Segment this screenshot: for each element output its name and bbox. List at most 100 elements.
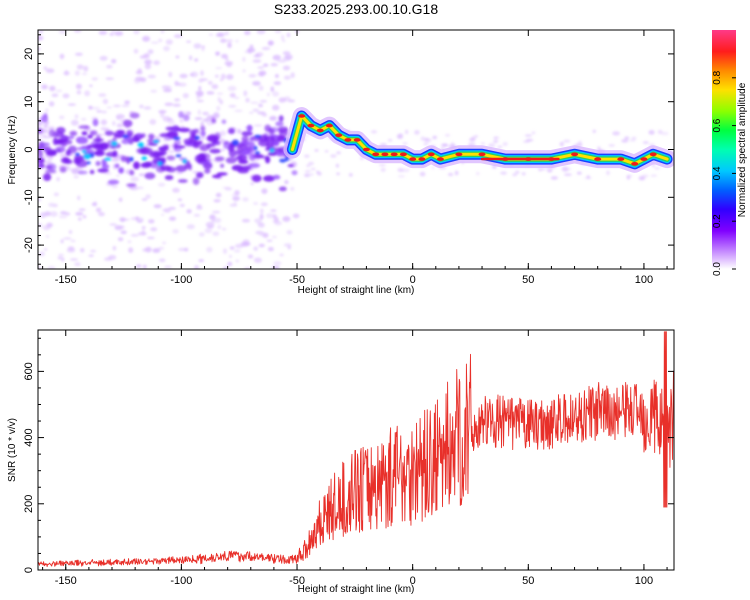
noise-blob bbox=[58, 215, 68, 219]
noise-blob bbox=[221, 148, 225, 152]
noise-blob bbox=[242, 239, 250, 245]
noise-blob bbox=[284, 180, 289, 185]
noise-blob bbox=[221, 53, 228, 59]
noise-blob bbox=[247, 254, 254, 259]
noise-blob bbox=[158, 38, 163, 43]
noise-blob bbox=[196, 99, 204, 103]
noise-blob bbox=[227, 85, 237, 92]
spectrogram-xlabel: Height of straight line (km) bbox=[298, 285, 415, 296]
noise-blob bbox=[608, 144, 615, 147]
colorbar-tick-label: 0.4 bbox=[712, 166, 723, 180]
noise-blob bbox=[248, 74, 257, 78]
band-blob bbox=[209, 148, 221, 154]
noise-blob bbox=[134, 186, 144, 190]
x-tick-label: -100 bbox=[170, 274, 192, 286]
noise-blob bbox=[177, 198, 183, 202]
noise-blob bbox=[273, 81, 282, 86]
ridge-peak bbox=[478, 152, 486, 157]
noise-blob bbox=[250, 182, 254, 186]
noise-blob bbox=[244, 50, 250, 54]
ridge-peak bbox=[381, 152, 389, 157]
noise-blob bbox=[657, 129, 663, 135]
band-hotspot bbox=[111, 141, 118, 147]
noise-blob bbox=[480, 142, 485, 145]
y-tick-label: 0 bbox=[23, 146, 35, 152]
band-blob bbox=[81, 145, 89, 149]
noise-blob bbox=[91, 106, 101, 110]
band-blob bbox=[65, 139, 73, 145]
noise-blob bbox=[272, 91, 280, 97]
noise-blob bbox=[275, 74, 279, 78]
noise-blob bbox=[130, 217, 139, 221]
band-blob bbox=[199, 144, 210, 152]
band-blob bbox=[196, 172, 204, 179]
noise-blob bbox=[58, 30, 67, 35]
noise-blob bbox=[525, 138, 534, 142]
band-blob bbox=[158, 146, 169, 151]
noise-blob bbox=[470, 136, 477, 141]
noise-blob bbox=[497, 145, 503, 148]
band-hotspot bbox=[83, 153, 91, 160]
band-blob bbox=[211, 118, 217, 124]
noise-blob bbox=[147, 74, 156, 79]
noise-blob bbox=[91, 77, 99, 81]
band-hotspot bbox=[141, 156, 148, 161]
noise-blob bbox=[142, 35, 151, 42]
noise-blob bbox=[216, 92, 224, 95]
band-blob bbox=[184, 138, 193, 145]
x-tick-label: -50 bbox=[289, 274, 305, 286]
noise-blob bbox=[259, 208, 264, 214]
band-blob bbox=[291, 170, 298, 176]
noise-blob bbox=[561, 166, 569, 172]
noise-blob bbox=[402, 168, 410, 173]
noise-blob bbox=[46, 222, 53, 228]
noise-blob bbox=[255, 53, 259, 57]
band-blob bbox=[212, 174, 221, 179]
noise-blob bbox=[215, 192, 222, 198]
noise-blob bbox=[57, 256, 63, 260]
noise-blob bbox=[220, 73, 226, 80]
noise-blob bbox=[232, 196, 240, 202]
noise-blob bbox=[222, 227, 227, 231]
noise-blob bbox=[336, 172, 340, 176]
noise-blob bbox=[288, 99, 295, 103]
band-blob bbox=[249, 141, 255, 148]
band-blob bbox=[56, 138, 66, 144]
band-hotspot bbox=[254, 151, 261, 155]
band-blob bbox=[173, 139, 181, 147]
noise-blob bbox=[193, 213, 201, 217]
band-blob bbox=[81, 131, 88, 136]
spectrogram-ylabel: Frequency (Hz) bbox=[7, 116, 18, 185]
noise-blob bbox=[200, 70, 204, 76]
band-blob bbox=[41, 142, 50, 146]
noise-blob bbox=[182, 93, 189, 99]
noise-blob bbox=[252, 59, 262, 63]
noise-blob bbox=[266, 239, 273, 242]
noise-blob bbox=[172, 229, 179, 234]
noise-blob bbox=[160, 30, 165, 34]
noise-blob bbox=[568, 167, 572, 171]
band-blob bbox=[95, 161, 101, 166]
noise-blob bbox=[235, 259, 240, 263]
noise-blob bbox=[69, 258, 79, 261]
noise-blob bbox=[141, 226, 146, 230]
noise-blob bbox=[260, 72, 265, 77]
band-blob bbox=[45, 150, 57, 157]
noise-blob bbox=[119, 197, 123, 203]
noise-blob bbox=[153, 60, 161, 65]
noise-blob bbox=[111, 30, 115, 33]
noise-blob bbox=[213, 199, 221, 203]
noise-blob bbox=[120, 230, 127, 235]
noise-blob bbox=[626, 175, 631, 180]
noise-blob bbox=[278, 97, 286, 103]
noise-blob bbox=[210, 133, 216, 136]
noise-blob bbox=[423, 143, 429, 145]
noise-blob bbox=[244, 30, 251, 35]
noise-blob bbox=[135, 70, 143, 75]
x-tick-label: -150 bbox=[55, 575, 77, 587]
noise-blob bbox=[43, 125, 48, 128]
noise-blob bbox=[43, 66, 48, 70]
noise-blob bbox=[257, 111, 266, 115]
band-blob bbox=[68, 145, 77, 154]
